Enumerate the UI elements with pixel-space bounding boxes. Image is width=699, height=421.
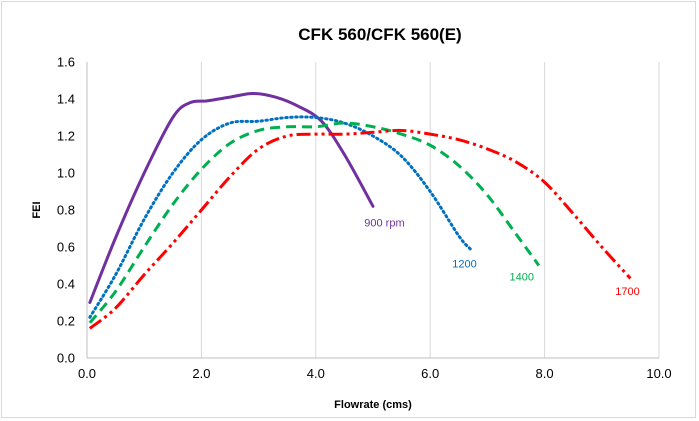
x-axis-label: Flowrate (cms) xyxy=(334,399,412,411)
y-tick-label: 1.2 xyxy=(57,129,75,144)
grid-lines xyxy=(200,62,660,358)
series-label-1: 900 rpm xyxy=(364,218,404,230)
axes xyxy=(86,62,659,359)
y-tick-label: 0.6 xyxy=(57,240,75,255)
y-tick-label: 0.8 xyxy=(57,203,75,218)
y-tick-label: 0.2 xyxy=(57,314,75,329)
tick-labels: 0.0 2.0 4.0 6.0 8.0 10.0 0.0 0.2 0.4 0.6 0.8 1.0 1.2… xyxy=(57,55,672,382)
y-tick-label: 1.6 xyxy=(57,55,75,70)
x-tick-label: 0.0 xyxy=(78,366,96,381)
x-tick-label: 6.0 xyxy=(421,366,439,381)
x-tick-label: 2.0 xyxy=(192,366,210,381)
series-label-4: 1700 xyxy=(615,286,639,298)
series-label-3: 1400 xyxy=(509,271,533,283)
series-line-1 xyxy=(88,91,375,304)
series-label-2: 1200 xyxy=(452,258,476,270)
y-tick-label: 1.0 xyxy=(57,166,75,181)
y-tick-label: 0.4 xyxy=(57,277,75,292)
y-tick-label: 0.0 xyxy=(57,351,75,366)
x-tick-label: 10.0 xyxy=(646,366,671,381)
x-tick-label: 4.0 xyxy=(307,366,325,381)
y-axis-label: FEI xyxy=(31,201,43,218)
x-tick-label: 8.0 xyxy=(536,366,554,381)
series-line-4 xyxy=(88,128,632,330)
series-line-2 xyxy=(88,115,472,319)
series-labels: 900 rpm 1200 1400 1700 xyxy=(364,218,640,298)
y-tick-label: 1.4 xyxy=(57,92,75,107)
chart-title: CFK 560/CFK 560(E) xyxy=(298,25,461,44)
series-group xyxy=(88,91,632,330)
series-line-3 xyxy=(88,121,541,324)
